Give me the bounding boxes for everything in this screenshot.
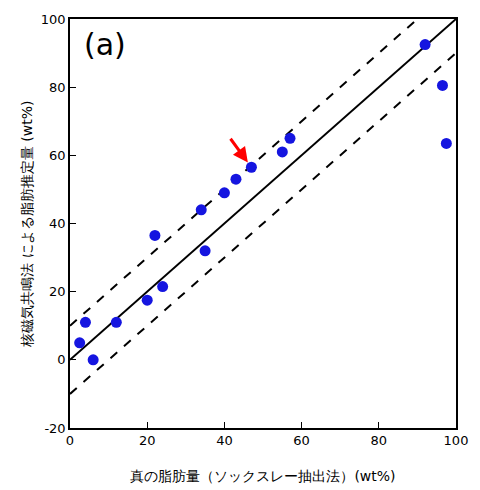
svg-text:40: 40: [216, 433, 233, 448]
svg-text:20: 20: [139, 433, 156, 448]
svg-text:-20: -20: [44, 421, 65, 436]
svg-text:40: 40: [49, 216, 66, 231]
svg-text:100: 100: [41, 12, 66, 27]
svg-text:60: 60: [49, 148, 66, 163]
svg-text:核磁気共鳴法 による脂肪推定量 (wt%): 核磁気共鳴法 による脂肪推定量 (wt%): [19, 100, 35, 347]
svg-text:80: 80: [371, 433, 388, 448]
svg-text:(a): (a): [84, 27, 126, 62]
svg-text:20: 20: [49, 284, 66, 299]
svg-text:100: 100: [444, 433, 469, 448]
svg-text:60: 60: [293, 433, 310, 448]
svg-text:80: 80: [49, 80, 66, 95]
svg-text:真の脂肪量（ソックスレー抽出法）(wt%): 真の脂肪量（ソックスレー抽出法）(wt%): [130, 468, 395, 484]
svg-text:0: 0: [57, 352, 65, 367]
svg-text:0: 0: [66, 433, 74, 448]
